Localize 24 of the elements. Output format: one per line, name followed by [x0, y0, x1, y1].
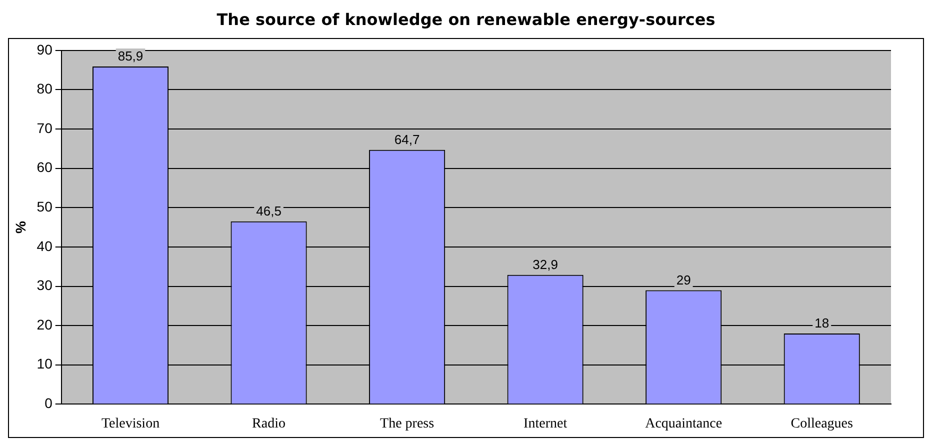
y-tick-label: 90 [36, 41, 53, 58]
y-tick-label: 60 [36, 159, 53, 176]
y-tick-label: 40 [36, 238, 53, 254]
data-label: 85,9 [118, 48, 144, 64]
data-label: 18 [814, 316, 830, 331]
chart-title: The source of knowledge on renewable energy-sources [216, 9, 716, 31]
y-tick-label: 0 [44, 395, 53, 412]
y-tick-label: 30 [36, 277, 53, 294]
data-label: 46,5 [256, 203, 282, 218]
y-axis-title: % [12, 220, 28, 234]
data-label: 32,9 [532, 256, 558, 272]
x-tick-label: Radio [252, 416, 286, 432]
x-tick-label: Acquaintance [645, 416, 722, 432]
x-tick-label: Colleagues [790, 416, 853, 432]
y-tick-label: 80 [36, 80, 53, 97]
data-label: 64,7 [394, 132, 420, 147]
x-tick-label: Television [101, 416, 160, 432]
y-tick-label: 20 [36, 316, 53, 332]
y-tick-label: 10 [36, 356, 53, 372]
x-tick-label: Internet [524, 416, 568, 432]
y-tick-label: 70 [36, 120, 53, 136]
y-tick-label: 50 [36, 198, 53, 215]
data-label: 29 [676, 272, 691, 288]
x-tick-label: The press [380, 416, 434, 432]
